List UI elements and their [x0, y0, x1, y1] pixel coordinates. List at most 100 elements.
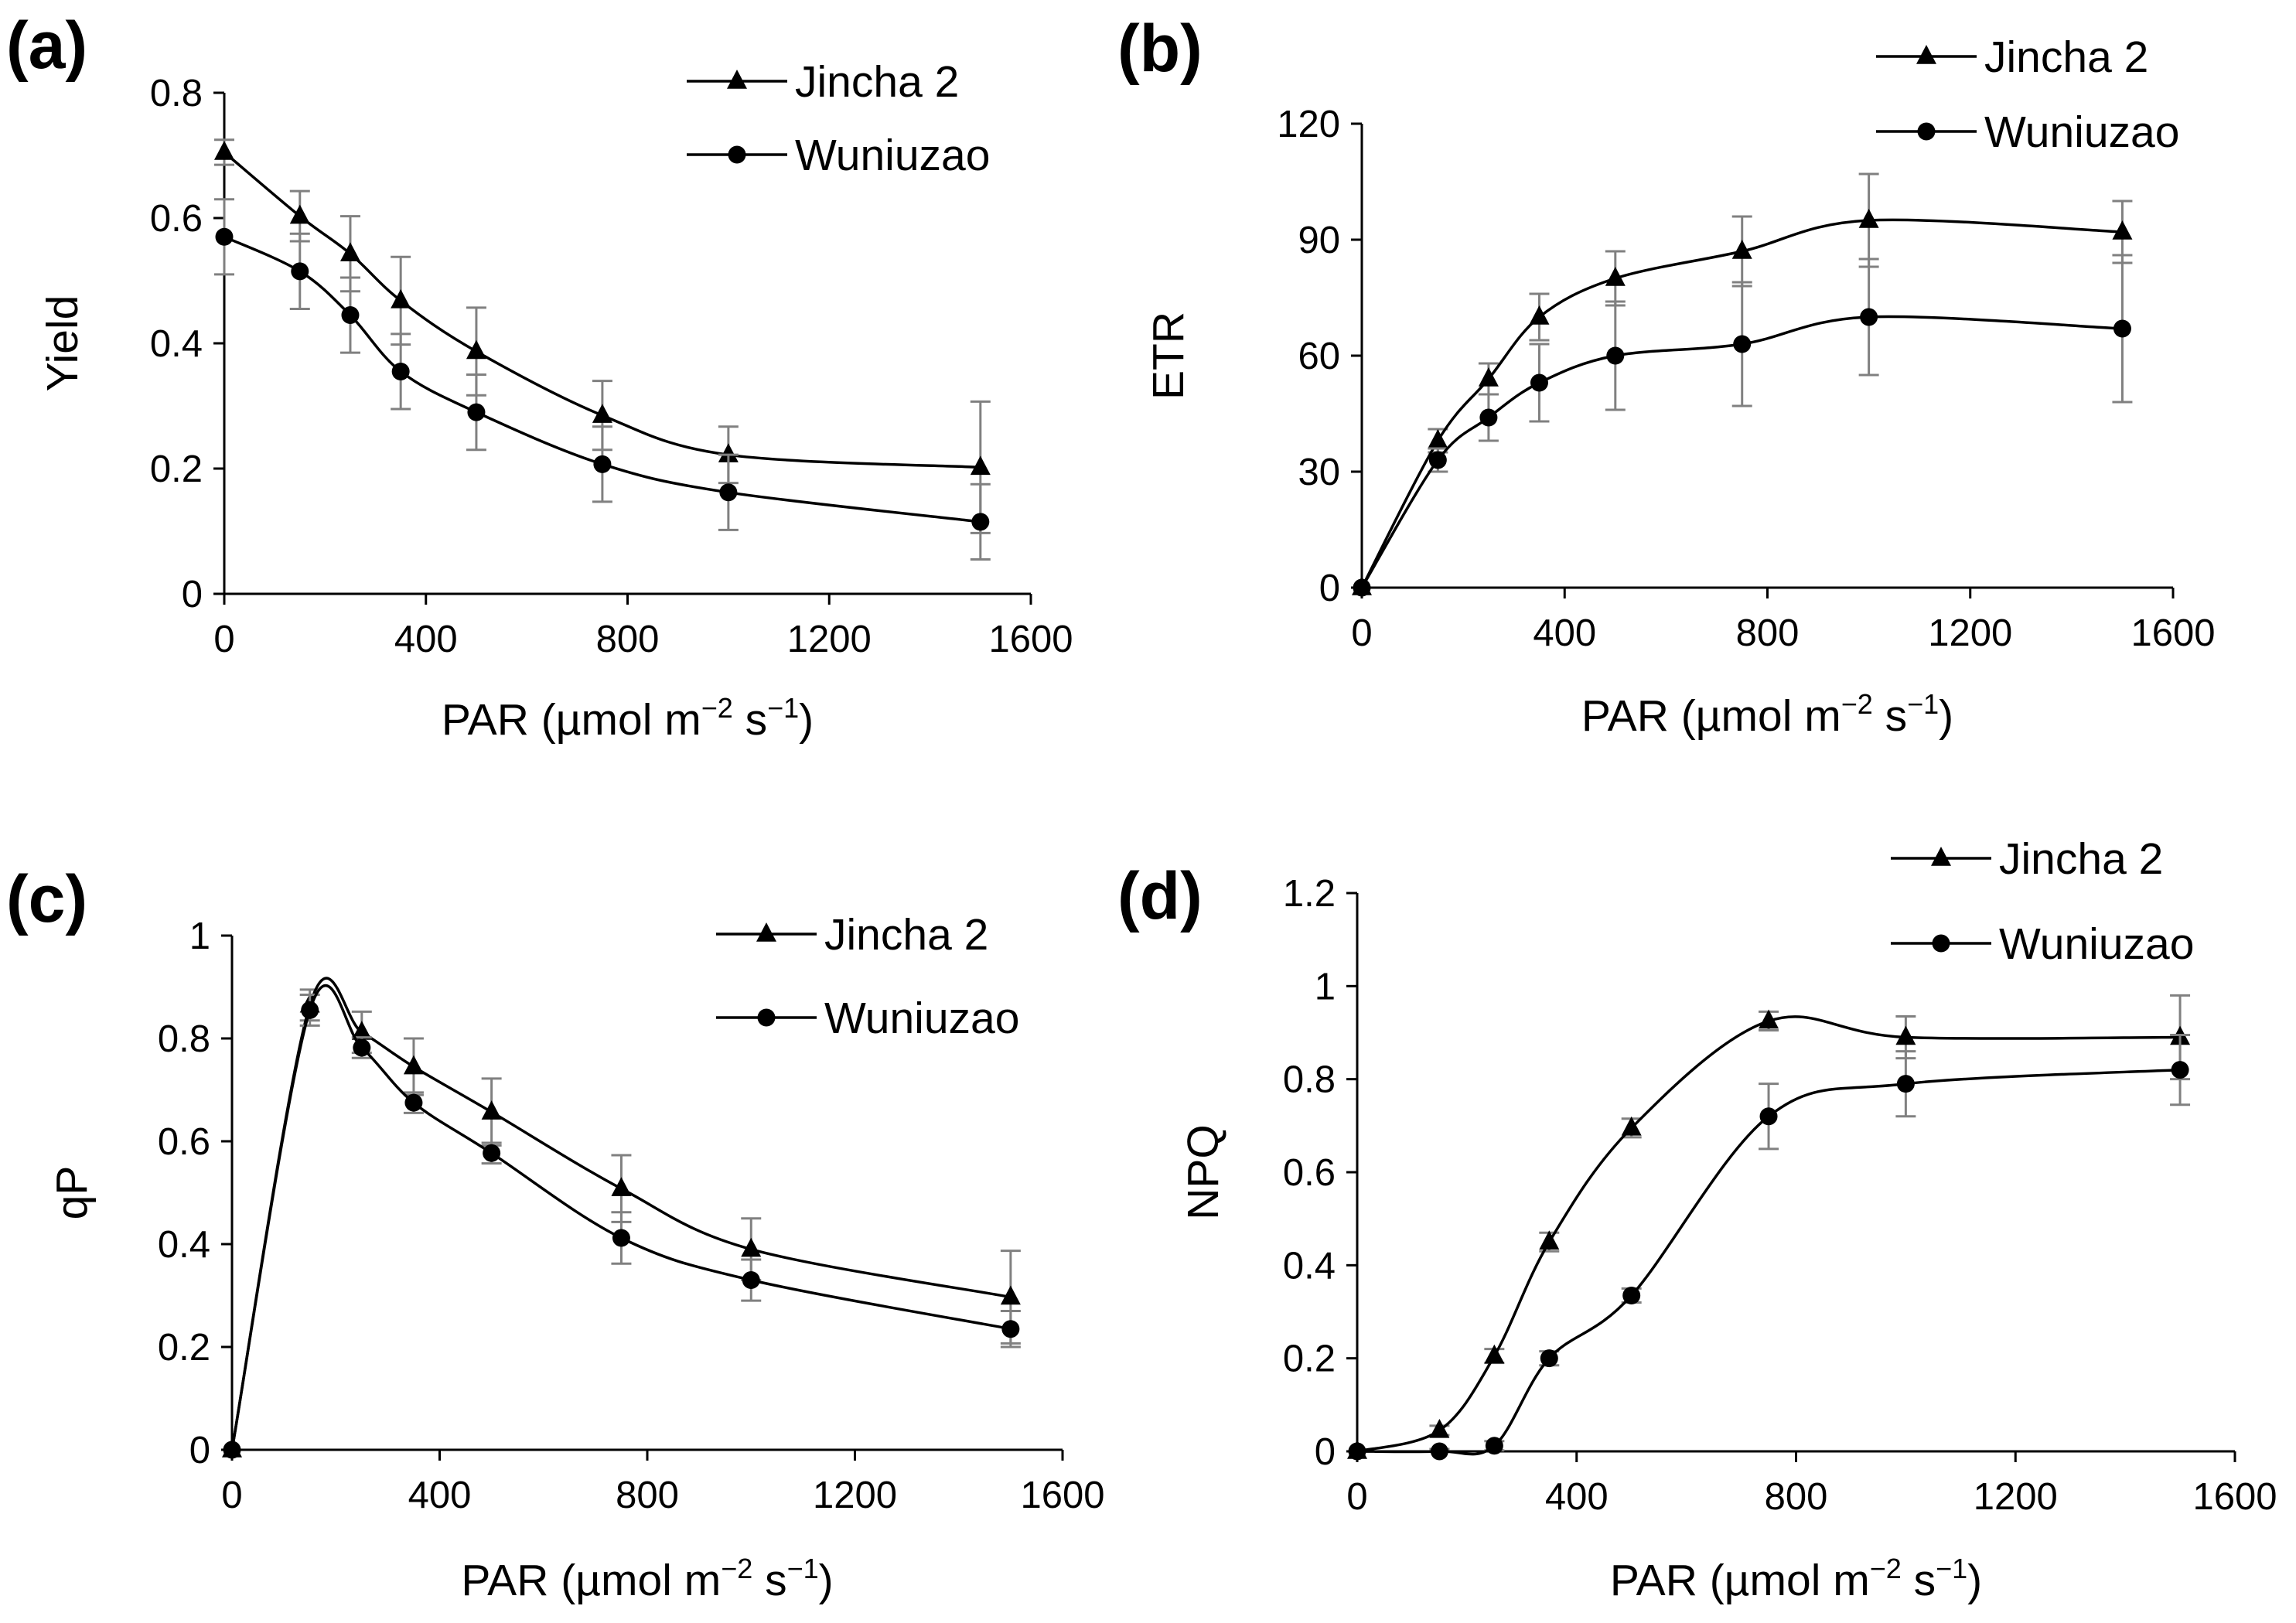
x-axis-title: PAR (µmol m−2 s−1): [461, 1553, 833, 1605]
y-tick-label: 0.8: [150, 73, 203, 114]
panel-label: (b): [1117, 12, 1203, 86]
data-point: [1529, 305, 1550, 325]
data-point: [467, 403, 486, 421]
y-tick-label: 0.2: [150, 448, 203, 490]
data-point: [404, 1093, 423, 1112]
data-point: [1348, 1442, 1366, 1461]
panel-2: (c) 0 0.2 0.4 0.6 0.8 1 0 400 800 1200 1600 qP PAR (µ…: [6, 862, 1105, 1605]
legend-entry: Wuniuzao: [687, 131, 990, 180]
x-axis-title-part: ): [799, 695, 814, 745]
data-point: [718, 443, 739, 462]
x-axis-title-exponent: −2: [701, 692, 733, 724]
x-axis-title: PAR (µmol m−2 s−1): [1581, 688, 1953, 741]
x-tick-label: 0: [221, 1475, 242, 1516]
x-axis-title-exponent: −2: [1870, 1553, 1902, 1584]
x-axis-title-part: PAR (µmol m: [442, 695, 701, 745]
legend-marker: [727, 70, 747, 89]
x-axis-title-part: ): [1967, 1556, 1982, 1605]
x-tick-label: 800: [596, 619, 660, 660]
legend-label: Jincha 2: [795, 57, 959, 107]
y-tick-label: 1: [1315, 966, 1336, 1008]
data-point: [1429, 1418, 1450, 1438]
x-axis-title-exponent: −2: [721, 1553, 752, 1584]
y-tick-label: 0: [189, 1430, 210, 1471]
legend-entry: Wuniuzao: [716, 994, 1019, 1043]
y-tick-label: 0.6: [158, 1121, 210, 1163]
series-jincha-2: [1347, 994, 2191, 1459]
legend-marker: [728, 145, 746, 164]
y-tick-label: 0: [1315, 1431, 1336, 1473]
panel-label: (a): [6, 9, 87, 83]
legend-marker: [757, 1008, 776, 1027]
data-point: [466, 339, 486, 360]
data-point: [301, 1001, 319, 1019]
series-wuniuzao: [1353, 254, 2133, 597]
x-axis-title-exponent: −1: [787, 1553, 819, 1584]
y-tick-label: 30: [1298, 452, 1340, 493]
data-point: [1895, 1025, 1916, 1045]
data-point: [1606, 346, 1625, 365]
x-tick-label: 1200: [787, 619, 872, 660]
y-tick-label: 0.2: [158, 1327, 210, 1369]
legend-label: Jincha 2: [824, 910, 988, 960]
x-tick-label: 400: [1545, 1476, 1609, 1518]
data-point: [1731, 240, 1752, 259]
legend-marker: [756, 922, 776, 942]
y-tick-label: 0.8: [1283, 1059, 1336, 1101]
y-tick-label: 1.2: [1283, 873, 1336, 915]
y-tick-label: 0.4: [1283, 1245, 1336, 1287]
data-point: [719, 483, 738, 502]
data-point: [612, 1229, 630, 1247]
data-point: [1759, 1009, 1779, 1029]
data-point: [391, 362, 410, 380]
data-point: [1733, 335, 1752, 353]
x-tick-label: 0: [1346, 1476, 1367, 1518]
x-tick-label: 1600: [1020, 1475, 1104, 1516]
series-line: [1356, 1068, 2181, 1456]
y-tick-label: 0.8: [158, 1018, 210, 1060]
x-axis-title-exponent: −2: [1841, 688, 1873, 720]
y-tick-label: 0.6: [1283, 1152, 1336, 1194]
x-tick-label: 400: [408, 1475, 472, 1516]
y-tick-label: 1: [189, 915, 210, 957]
panel-3: (d) 0 0.2 0.4 0.6 0.8 1 1.2 0 400 800 1200 1600 NPQ PA…: [1117, 834, 2277, 1605]
x-tick-label: 0: [213, 619, 234, 660]
panel-label: (d): [1117, 859, 1203, 933]
data-point: [1621, 1116, 1642, 1136]
data-point: [403, 1055, 424, 1075]
series-wuniuzao: [214, 198, 991, 561]
x-tick-label: 400: [394, 619, 458, 660]
data-point: [1860, 308, 1878, 326]
data-point: [1430, 1442, 1448, 1461]
data-point: [1539, 1230, 1560, 1250]
data-point: [1530, 373, 1548, 392]
data-point: [2171, 1061, 2189, 1079]
y-tick-label: 60: [1298, 336, 1340, 377]
data-point: [1622, 1286, 1641, 1304]
data-point: [291, 262, 309, 281]
x-tick-label: 1600: [2131, 612, 2215, 654]
x-axis-title-part: s: [1873, 691, 1907, 741]
data-point: [351, 1021, 372, 1040]
data-point: [2113, 319, 2131, 338]
data-point: [223, 1441, 241, 1459]
legend-label: Wuniuzao: [1984, 107, 2179, 157]
y-axis-title: qP: [47, 1166, 97, 1220]
x-axis-title-part: ): [1939, 691, 1953, 741]
series-line: [1356, 1015, 2181, 1453]
legend-entry: Jincha 2: [1876, 32, 2148, 82]
data-point: [742, 1271, 760, 1290]
legend-entry: Wuniuzao: [1891, 919, 2194, 969]
legend-marker: [1931, 847, 1951, 866]
series-jincha-2: [1352, 172, 2133, 595]
x-tick-label: 1200: [1974, 1476, 2058, 1518]
y-axis-title: NPQ: [1179, 1124, 1228, 1220]
x-tick-label: 1200: [813, 1475, 897, 1516]
x-axis-title-part: ): [819, 1556, 834, 1605]
legend-entry: Jincha 2: [687, 57, 959, 107]
x-axis-title-part: PAR (µmol m: [1581, 691, 1841, 741]
data-point: [481, 1100, 502, 1120]
data-point: [353, 1038, 371, 1057]
